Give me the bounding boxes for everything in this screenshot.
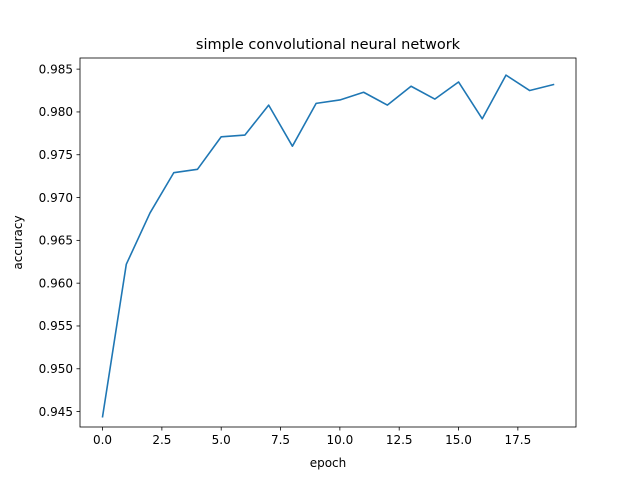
y-axis-label: accuracy (11, 215, 25, 269)
plot-area (80, 58, 576, 427)
y-tick-label: 0.960 (39, 276, 73, 290)
y-tick-label: 0.965 (39, 234, 73, 248)
y-tick-label: 0.975 (39, 148, 73, 162)
y-tick-label: 0.980 (39, 105, 73, 119)
accuracy-line (101, 74, 555, 418)
y-tick-label: 0.955 (39, 319, 73, 333)
x-tick-label: 0.0 (93, 433, 112, 447)
x-tick-label: 12.5 (386, 433, 413, 447)
series-layer (101, 74, 555, 418)
x-tick-label: 7.5 (271, 433, 290, 447)
x-tick-label: 17.5 (504, 433, 531, 447)
x-tick-label: 10.0 (327, 433, 354, 447)
x-tick-label: 15.0 (445, 433, 472, 447)
chart-title: simple convolutional neural network (196, 37, 461, 53)
x-tick-label: 2.5 (152, 433, 171, 447)
x-axis-label: epoch (310, 456, 347, 470)
y-axis-ticks: 0.945 0.950 0.955 0.960 0.965 0.970 0.975 0.980… (39, 62, 80, 419)
y-tick-label: 0.945 (39, 405, 73, 419)
y-tick-label: 0.985 (39, 62, 73, 76)
plot-frame (79, 57, 577, 428)
y-tick-label: 0.950 (39, 362, 73, 376)
x-tick-label: 5.0 (212, 433, 231, 447)
x-axis-ticks: 0.0 2.5 5.0 7.5 10.0 12.5 15.0 17.5 (93, 427, 531, 447)
y-tick-label: 0.970 (39, 191, 73, 205)
